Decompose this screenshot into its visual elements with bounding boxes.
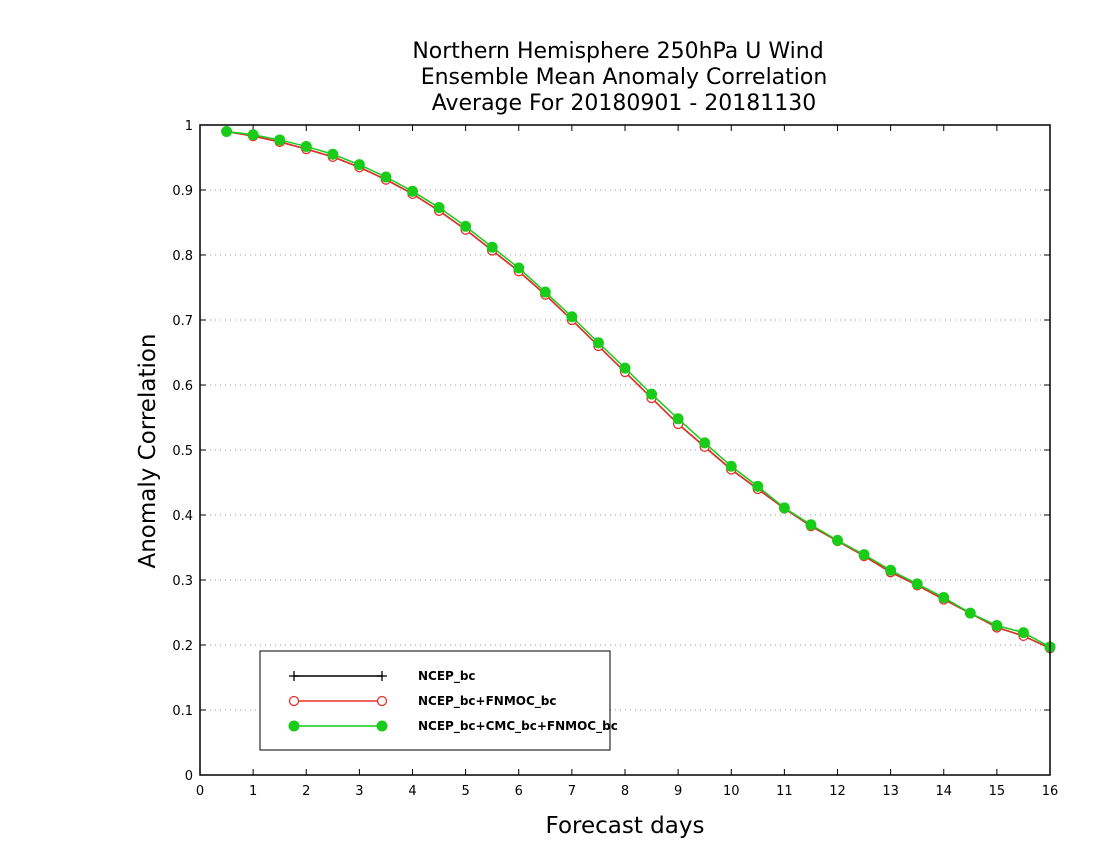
- series-2-point: [619, 362, 631, 374]
- x-tick-label: 4: [408, 784, 416, 799]
- x-tick-label: 2: [302, 784, 310, 799]
- x-tick-label: 8: [621, 784, 629, 799]
- legend-swatch-point: [289, 671, 299, 681]
- series-2-point: [380, 171, 392, 183]
- series-2-point: [725, 460, 737, 472]
- series-2-point: [513, 262, 525, 274]
- series-2-point: [778, 502, 790, 514]
- legend-swatch-point: [377, 671, 387, 681]
- series-2-point: [327, 148, 339, 160]
- y-tick-label: 1: [185, 119, 193, 134]
- plot-frame: [199, 124, 1051, 776]
- series-2-point: [752, 480, 764, 492]
- series-1-line: [226, 130, 1051, 649]
- legend-item: NCEP_bc+FNMOC_bc: [288, 694, 557, 709]
- series-2-line: [226, 130, 1051, 648]
- chart-title-line-1: Northern Hemisphere 250hPa U Wind: [412, 39, 823, 64]
- y-tick-label: 0.7: [172, 314, 193, 329]
- legend-label: NCEP_bc: [418, 669, 476, 684]
- x-tick-label: 9: [674, 784, 682, 799]
- series-2-point: [885, 564, 897, 576]
- chart-title-line-2: Ensemble Mean Anomaly Correlation: [421, 65, 828, 90]
- legend-swatch-point: [376, 720, 388, 732]
- x-axis-label: Forecast days: [546, 813, 705, 839]
- series-2-point: [566, 311, 578, 323]
- series-2-point: [911, 578, 923, 590]
- chart-title: Northern Hemisphere 250hPa U Wind Ensemb…: [412, 39, 827, 116]
- series-2-point: [247, 129, 259, 141]
- series-2-point: [672, 413, 684, 425]
- y-tick-label: 0: [185, 769, 193, 784]
- series-2-point: [938, 592, 950, 604]
- series-2-point: [858, 549, 870, 561]
- x-tick-label: 10: [723, 784, 740, 799]
- x-tick-label: 14: [935, 784, 952, 799]
- series-2-point: [539, 286, 551, 298]
- x-tick-label: 3: [355, 784, 363, 799]
- y-tick-label: 0.1: [172, 704, 193, 719]
- series-2-point: [221, 126, 233, 137]
- x-tick-label: 0: [196, 784, 204, 799]
- series-2-point: [460, 220, 472, 232]
- y-tick-label: 0.2: [172, 639, 193, 654]
- x-tick-label: 7: [568, 784, 576, 799]
- legend: NCEP_bc NCEP_bc+FNMOC_bc NCEP_bc+CMC_bc+FN…: [259, 650, 618, 751]
- y-tick-label: 0.5: [172, 444, 193, 459]
- series-2-point: [300, 140, 312, 152]
- legend-label: NCEP_bc+CMC_bc+FNMOC_bc: [418, 719, 618, 734]
- x-tick-label: 1: [249, 784, 257, 799]
- x-tick-label: 15: [989, 784, 1006, 799]
- x-tick-label: 5: [461, 784, 469, 799]
- legend-item: NCEP_bc+CMC_bc+FNMOC_bc: [288, 719, 618, 734]
- series-2-point: [832, 534, 843, 546]
- x-tick-label: 13: [882, 784, 899, 799]
- series-2-point: [1017, 627, 1029, 639]
- gridlines: [200, 189, 1050, 711]
- legend-swatch-point: [288, 695, 300, 707]
- series-0-line: [226, 130, 1051, 649]
- y-axis-label: Anomaly Correlation: [135, 333, 161, 568]
- series-2-point: [353, 159, 365, 171]
- legend-item: NCEP_bc: [289, 669, 476, 684]
- chart-title-line-3: Average For 20180901 - 20181130: [432, 91, 817, 116]
- legend-swatch-point: [288, 720, 300, 732]
- series-2-point: [991, 620, 1003, 631]
- x-axis-ticks: 0 1 2 3 4 5 6 7 8 9 10 11 12 13 14 15 16: [196, 125, 1058, 799]
- series-2: [221, 126, 1056, 653]
- y-tick-label: 0.3: [172, 574, 193, 589]
- x-tick-label: 16: [1042, 784, 1059, 799]
- y-axis-ticks: 0 0.1 0.2 0.3 0.4 0.5 0.6 0.7 0.8 0.9 1: [172, 119, 1050, 784]
- series-1: [221, 126, 1056, 654]
- legend-label: NCEP_bc+FNMOC_bc: [418, 694, 557, 709]
- series-0: [221, 126, 1055, 654]
- series-2-point: [646, 388, 658, 400]
- x-tick-label: 6: [515, 784, 523, 799]
- x-tick-label: 11: [776, 784, 793, 799]
- x-tick-label: 12: [829, 784, 846, 799]
- series-2-point: [805, 519, 817, 531]
- legend-swatch-point: [376, 695, 388, 707]
- series-2-point: [699, 437, 711, 449]
- series-2-point: [407, 185, 418, 197]
- y-tick-label: 0.6: [172, 379, 193, 394]
- series-2-point: [486, 241, 498, 253]
- y-tick-label: 0.9: [172, 184, 193, 199]
- series-layer: [221, 126, 1056, 654]
- y-tick-label: 0.4: [172, 509, 193, 524]
- series-2-point: [433, 202, 445, 214]
- series-2-point: [592, 337, 604, 349]
- series-2-point: [964, 607, 976, 619]
- y-tick-label: 0.8: [172, 249, 193, 264]
- series-2-point: [274, 134, 286, 146]
